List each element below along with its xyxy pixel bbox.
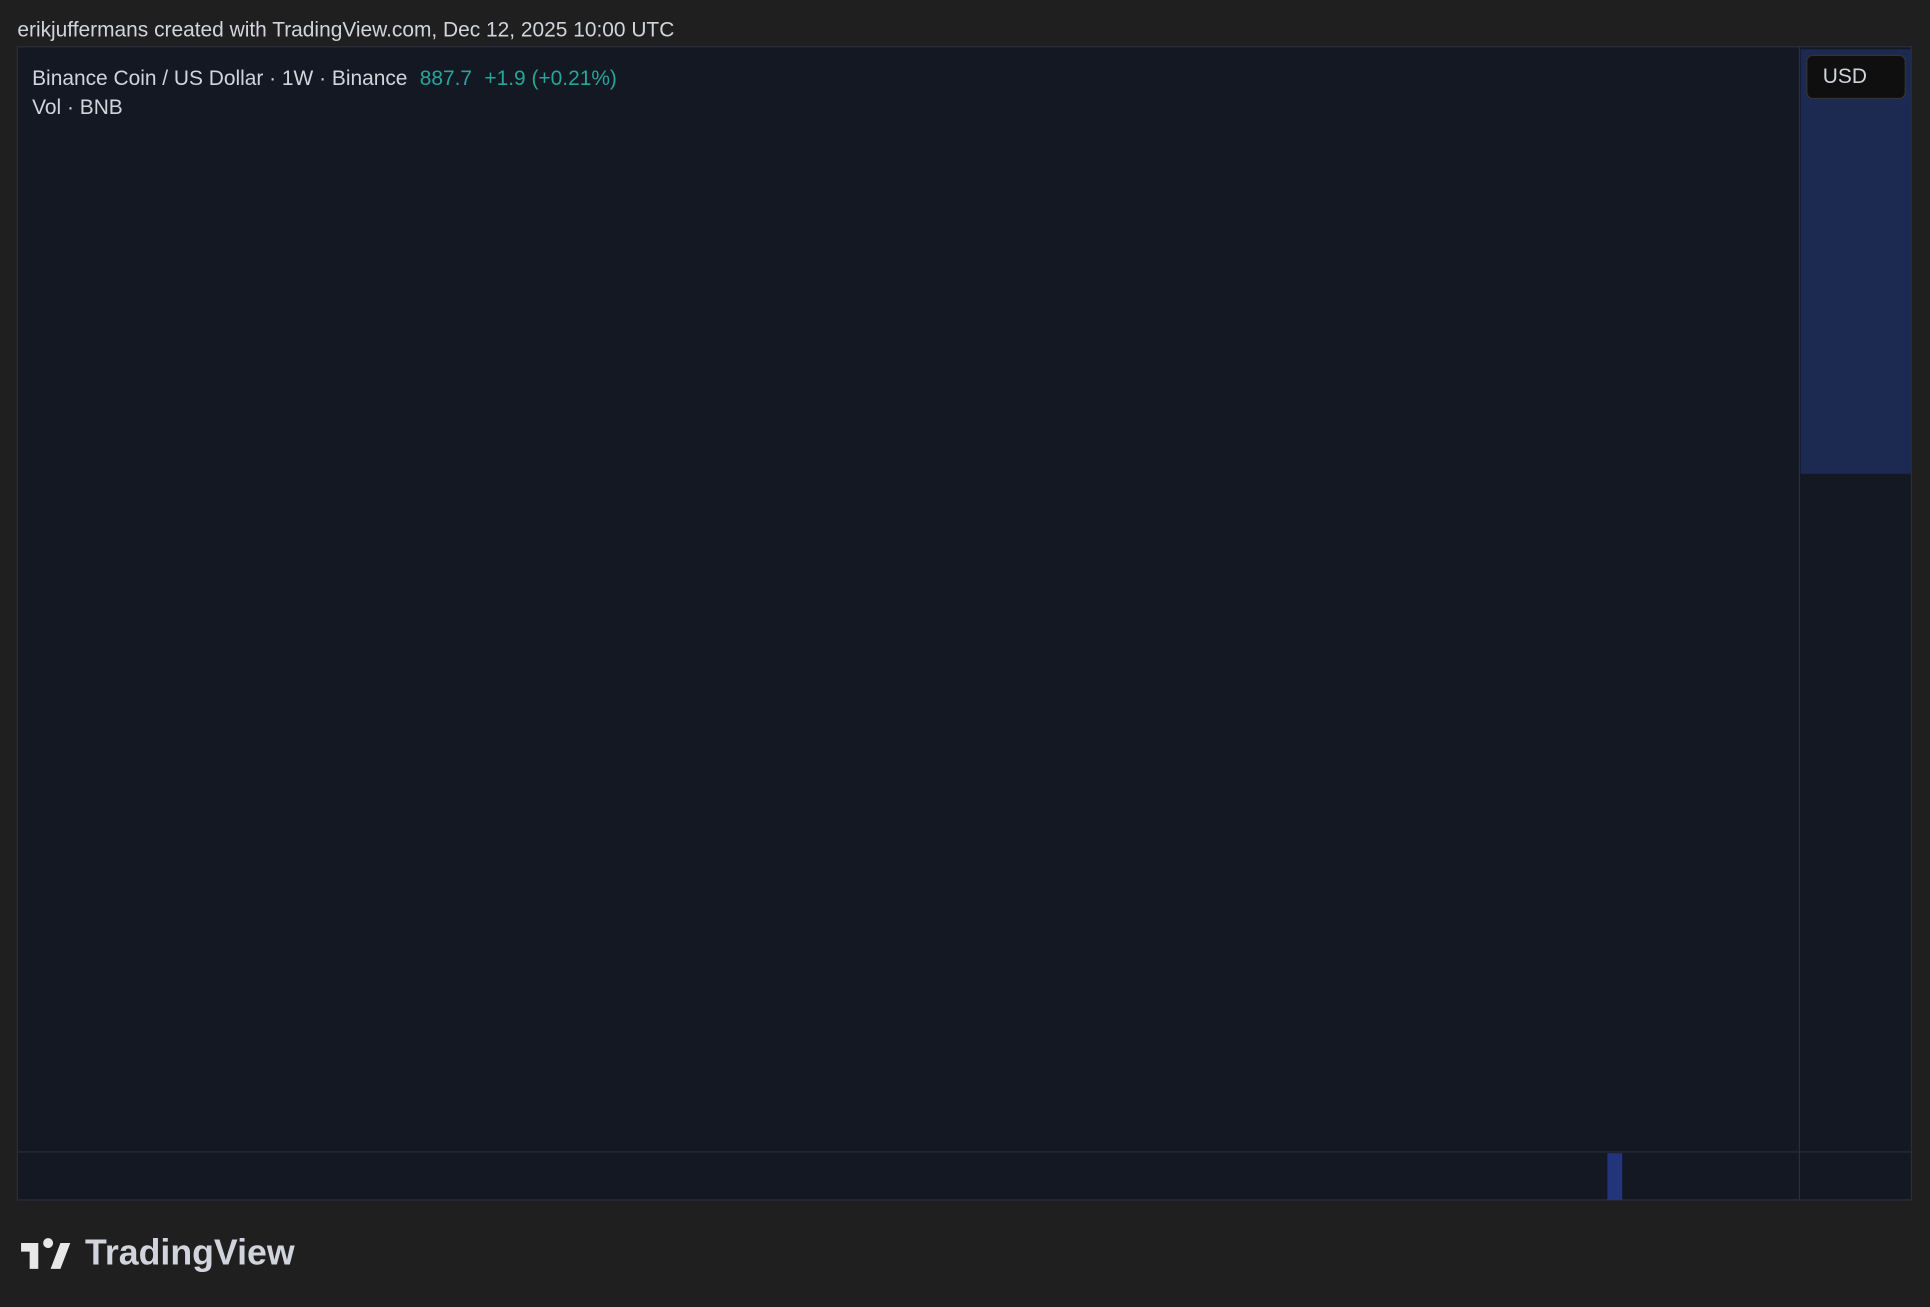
symbol-title: Binance Coin / US Dollar · 1W · Binance	[32, 66, 407, 89]
brand: TradingView	[85, 1233, 295, 1273]
legend-line: Binance Coin / US Dollar · 1W · Binance 8…	[32, 66, 617, 89]
time-highlight	[1607, 1153, 1623, 1200]
scale-highlight	[1800, 49, 1912, 474]
price-change: +1.9 (+0.21%)	[484, 66, 617, 89]
currency[interactable]: USD	[1823, 65, 1867, 88]
last-price: 887.7	[420, 66, 472, 89]
logo: TradingView	[21, 1233, 295, 1273]
currency-button[interactable]	[1806, 54, 1906, 100]
logo-icon	[21, 1238, 71, 1269]
volume-legend: Vol · BNB	[32, 96, 123, 119]
chart-frame	[16, 46, 1913, 1201]
attribution: erikjuffermans created with TradingView.…	[17, 18, 674, 41]
